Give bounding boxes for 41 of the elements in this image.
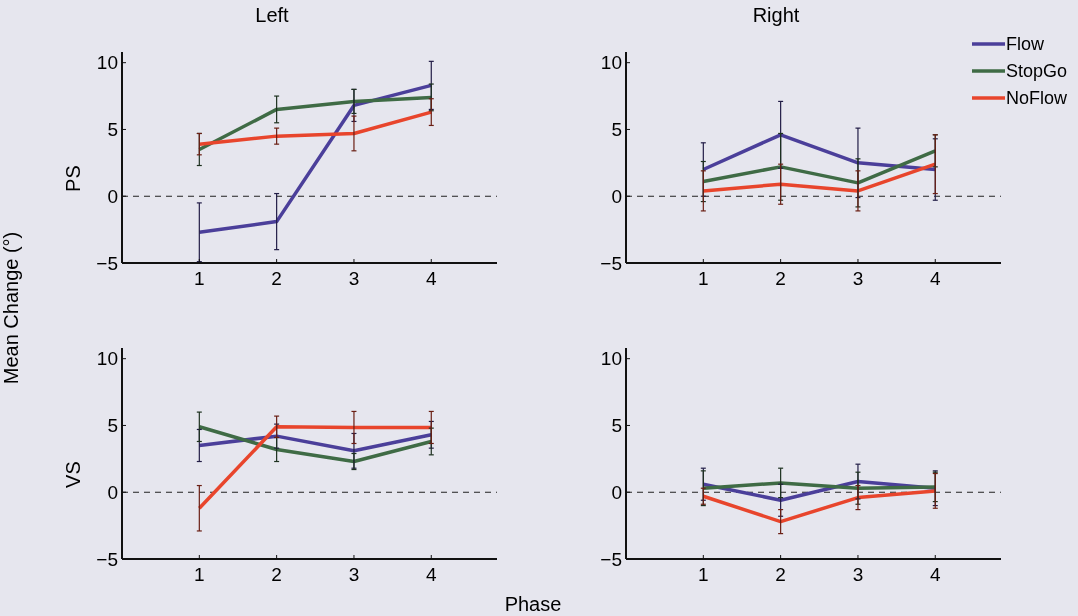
x-tick-label: 1 bbox=[698, 564, 709, 585]
y-axis-title: PS bbox=[62, 165, 84, 192]
chart-title: Right bbox=[752, 4, 800, 26]
y-tick-label: −5 bbox=[96, 252, 118, 274]
y-tick-label: 0 bbox=[611, 481, 622, 503]
y-axis-title: VS bbox=[62, 461, 84, 488]
y-tick-label: 0 bbox=[107, 185, 118, 207]
x-tick-label: 1 bbox=[194, 564, 205, 585]
y-tick-label: 5 bbox=[611, 119, 622, 141]
x-tick-label: 4 bbox=[425, 564, 437, 585]
x-tick-label: 3 bbox=[852, 268, 864, 289]
y-tick-label: 10 bbox=[96, 348, 118, 370]
x-tick-label: 4 bbox=[929, 268, 941, 289]
y-tick-label: 5 bbox=[107, 415, 118, 437]
x-tick-label: 2 bbox=[775, 564, 786, 585]
y-tick-label: −5 bbox=[96, 548, 118, 570]
y-tick-label: −5 bbox=[600, 252, 622, 274]
legend-label: StopGo bbox=[1006, 61, 1068, 82]
x-tick-label: 2 bbox=[775, 268, 786, 289]
legend-label: NoFlow bbox=[1006, 88, 1069, 109]
x-tick-label: 4 bbox=[929, 564, 941, 585]
x-tick-label: 3 bbox=[348, 564, 360, 585]
text: Mean Change (°) bbox=[0, 231, 22, 385]
y-tick-label: 10 bbox=[600, 348, 622, 370]
legend-label: Flow bbox=[1006, 34, 1045, 55]
y-tick-label: 5 bbox=[107, 119, 118, 141]
x-tick-label: 2 bbox=[271, 564, 282, 585]
y-tick-label: 10 bbox=[600, 52, 622, 74]
y-tick-label: 0 bbox=[107, 481, 118, 503]
y-tick-label: 5 bbox=[611, 415, 622, 437]
x-tick-label: 1 bbox=[194, 268, 205, 289]
x-tick-label: 2 bbox=[271, 268, 282, 289]
y-tick-label: 10 bbox=[96, 52, 118, 74]
y-tick-label: −5 bbox=[600, 548, 622, 570]
x-tick-label: 4 bbox=[425, 268, 437, 289]
x-tick-label: 3 bbox=[348, 268, 360, 289]
x-tick-label: 1 bbox=[698, 268, 709, 289]
text: Phase bbox=[504, 593, 562, 615]
y-tick-label: 0 bbox=[611, 185, 622, 207]
x-tick-label: 3 bbox=[852, 564, 864, 585]
chart-title: Left bbox=[255, 4, 290, 26]
